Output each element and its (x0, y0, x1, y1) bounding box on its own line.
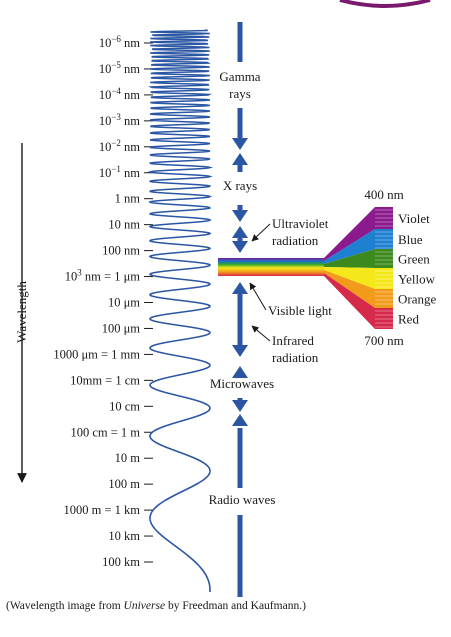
band-arrow-head (232, 345, 248, 357)
spectrum-color-label-red: Red (398, 312, 419, 327)
wavelength-tick-labels: 10−6 nm 10−5 nm 10−4 nm 10−3 nm 10−2 nm 10−1 … (53, 34, 153, 569)
xray-label: X rays (223, 178, 257, 193)
spectrum-band-blue (324, 229, 393, 264)
band-arrow-head (232, 400, 248, 412)
band-arrow-head (232, 282, 248, 294)
spectrum-band-violet (324, 207, 393, 261)
wavelength-tick-label: 1 nm (115, 192, 141, 206)
spectrum-band-yellow (324, 267, 393, 289)
wavelength-tick-label: 103 nm = 1 μm (65, 268, 140, 284)
wavelength-tick-label: 10 μm (108, 296, 140, 310)
gamma-label-line2: rays (229, 86, 251, 101)
visible-spectrum-fan (218, 207, 393, 329)
uv-label-line1: Ultraviolet (272, 216, 329, 231)
spectrum-color-label-blue: Blue (398, 232, 423, 247)
wavelength-tick-label: 10−3 nm (99, 112, 140, 128)
visible-pointer (249, 282, 267, 311)
spectrum-band-green (324, 249, 393, 268)
wavelength-tick-label: 10−2 nm (99, 138, 140, 154)
microwaves-label: Microwaves (210, 376, 274, 391)
caption-suffix: by Freedman and Kaufmann.) (165, 600, 306, 612)
uv-pointer (251, 223, 271, 242)
wavelength-tick-label: 10 km (108, 529, 140, 543)
spectrum-color-label-violet: Violet (398, 211, 430, 226)
spectrum-color-label-yellow: Yellow (398, 272, 436, 287)
wavelength-tick-label: 10−5 nm (99, 60, 140, 76)
radio-label: Radio waves (209, 492, 276, 507)
wavelength-tick-label: 10 nm (108, 218, 140, 232)
figure-caption: (Wavelength image from Universe by Freed… (6, 600, 306, 612)
wavelength-tick-label: 10 cm (109, 399, 140, 413)
uv-label-line2: radiation (272, 233, 319, 248)
band-arrow-head (232, 241, 248, 253)
wavelength-tick-label: 100 m (108, 477, 140, 491)
wave-curve (147, 29, 214, 593)
visible-label: Visible light (268, 303, 332, 318)
band-arrow-head (232, 153, 248, 165)
band-arrow-head (232, 138, 248, 150)
wavelength-tick-label: 10−6 nm (99, 34, 140, 50)
spectrum-bottom-label: 700 nm (364, 333, 403, 348)
decorative-arc (339, 0, 431, 8)
spectrum-band-red (324, 273, 393, 329)
ir-label-line2: radiation (272, 350, 319, 365)
caption-book-title: Universe (123, 600, 166, 612)
wavelength-tick-label: 10mm = 1 cm (70, 373, 140, 387)
spectrum-color-label-green: Green (398, 252, 430, 267)
spectrum-top-label: 400 nm (364, 187, 403, 202)
wavelength-tick-label: 1000 μm = 1 mm (53, 347, 140, 361)
spectrum-band-orange (324, 270, 393, 308)
band-arrow-column (232, 22, 248, 597)
band-arrow-head (232, 366, 248, 378)
band-arrow-head (232, 210, 248, 222)
wavelength-tick-label: 10−4 nm (99, 86, 140, 102)
gamma-label-line1: Gamma (219, 69, 260, 84)
wavelength-tick-label: 100 μm (102, 321, 141, 335)
spectrum-color-names: Violet Blue Green Yellow Orange Red (398, 211, 436, 327)
ir-label-line1: Infrared (272, 333, 314, 348)
band-arrow-head (232, 226, 248, 238)
wavelength-axis-label: Wavelength (14, 281, 29, 343)
wavelength-tick-label: 100 km (102, 555, 140, 569)
wavelength-tick-label: 10 m (115, 451, 141, 465)
wavelength-tick-label: 10−1 nm (99, 164, 140, 180)
caption-prefix: (Wavelength image from (6, 600, 124, 612)
wavelength-tick-label: 100 cm = 1 m (70, 425, 140, 439)
ir-pointer (251, 325, 271, 342)
visible-beam (218, 258, 324, 276)
wavelength-tick-label: 1000 m = 1 km (64, 503, 141, 517)
band-arrow-head (232, 414, 248, 426)
wavelength-tick-label: 100 nm (102, 244, 140, 258)
spectrum-color-label-orange: Orange (398, 292, 436, 307)
